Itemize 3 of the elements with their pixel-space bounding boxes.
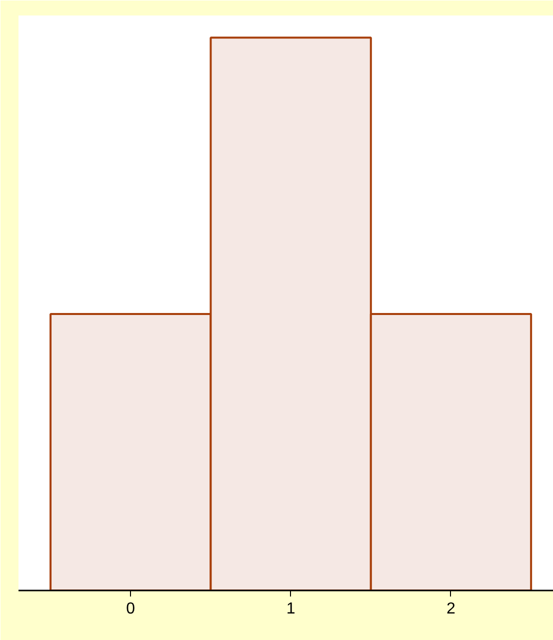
x-tick-label: 0 <box>126 600 136 618</box>
x-tick-label: 2 <box>446 600 456 618</box>
x-tick-label: 1 <box>286 600 296 618</box>
